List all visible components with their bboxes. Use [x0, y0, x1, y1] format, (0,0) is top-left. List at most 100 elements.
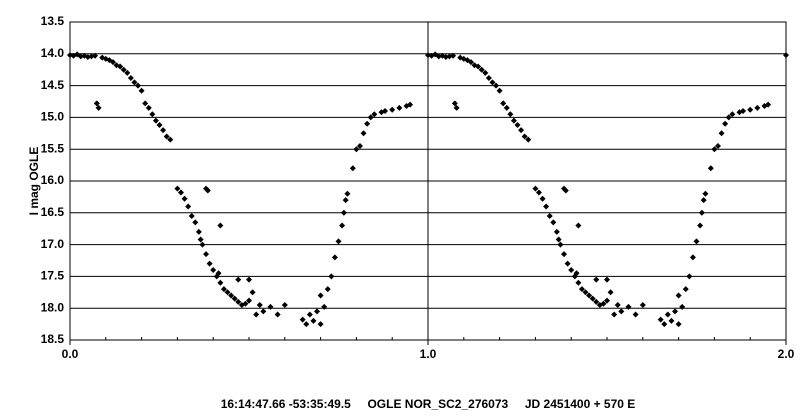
data-point	[561, 251, 568, 258]
data-point	[711, 146, 718, 153]
data-point	[718, 130, 725, 137]
data-point	[217, 279, 224, 286]
data-point	[371, 111, 378, 118]
data-point	[765, 101, 772, 108]
y-tick-label: 18.0	[41, 300, 65, 314]
data-point	[192, 219, 199, 226]
data-point	[532, 185, 539, 192]
data-point	[575, 279, 582, 286]
data-point	[700, 197, 707, 204]
data-point	[310, 317, 317, 324]
data-point	[152, 117, 159, 124]
y-tick-label: 14.5	[41, 78, 65, 92]
data-point	[679, 303, 686, 310]
y-axis-label: I mag OGLE	[27, 147, 41, 216]
data-point	[729, 111, 736, 118]
data-point	[500, 100, 507, 107]
data-point	[518, 127, 525, 134]
data-point	[353, 146, 360, 153]
data-point	[550, 219, 557, 226]
data-point	[697, 222, 704, 229]
data-point	[224, 289, 231, 296]
data-point	[163, 133, 170, 140]
data-point	[228, 292, 235, 299]
data-point	[618, 308, 625, 315]
data-point	[131, 79, 138, 86]
data-point	[120, 66, 127, 73]
data-point	[145, 104, 152, 111]
data-point	[328, 273, 335, 280]
data-point	[467, 59, 474, 66]
data-point	[586, 292, 593, 299]
data-point	[593, 298, 600, 305]
data-point	[489, 79, 496, 86]
data-point	[195, 228, 202, 235]
data-point	[539, 195, 546, 202]
data-point	[364, 120, 371, 127]
data-point	[675, 321, 682, 328]
data-point	[507, 111, 514, 118]
data-point	[93, 100, 100, 107]
data-point	[493, 82, 500, 89]
data-point	[335, 238, 342, 245]
y-tick-label: 15.0	[41, 110, 65, 124]
data-point	[686, 273, 693, 280]
data-point	[702, 190, 709, 197]
data-point	[135, 82, 142, 89]
data-point	[604, 297, 610, 304]
data-point	[573, 270, 580, 277]
data-point	[342, 197, 349, 204]
y-tick-label: 15.5	[41, 141, 65, 155]
y-tick-label: 16.5	[41, 205, 65, 219]
data-point	[185, 203, 192, 210]
data-point	[555, 236, 562, 243]
data-point	[614, 302, 621, 309]
data-point	[340, 209, 347, 216]
data-point	[698, 209, 705, 216]
data-point	[95, 104, 102, 111]
data-point	[149, 111, 156, 118]
data-point	[235, 276, 242, 283]
data-point	[396, 104, 403, 111]
data-point	[382, 108, 389, 115]
data-point	[167, 136, 174, 143]
data-point	[783, 52, 789, 59]
data-point	[204, 187, 211, 194]
y-tick-label: 18.5	[41, 332, 65, 346]
data-point	[360, 130, 367, 137]
data-point	[253, 311, 260, 318]
y-tick-label: 14.0	[41, 46, 65, 60]
data-point	[124, 69, 131, 76]
chart-title: 16:14:47.66 -53:35:49.5 OGLE NOR_SC2_276…	[221, 397, 636, 411]
data-point	[249, 289, 256, 296]
data-point	[306, 311, 313, 318]
data-point	[181, 195, 188, 202]
x-tick-label: 0.0	[62, 347, 79, 361]
data-point	[127, 74, 134, 81]
data-point	[714, 143, 721, 150]
data-point	[740, 108, 747, 115]
data-point	[707, 165, 714, 172]
data-point	[331, 254, 338, 261]
y-tick-label: 16.0	[41, 173, 65, 187]
data-point	[672, 308, 679, 315]
data-point	[625, 303, 632, 310]
data-point	[274, 311, 281, 318]
data-point	[324, 286, 331, 293]
data-point	[349, 165, 356, 172]
data-point	[242, 300, 249, 307]
data-point	[389, 106, 396, 113]
data-point	[557, 241, 564, 248]
data-point	[632, 311, 639, 318]
data-point	[217, 222, 224, 229]
data-point	[589, 295, 596, 302]
data-point	[199, 241, 206, 248]
data-point	[407, 101, 414, 108]
data-point	[453, 104, 460, 111]
data-point	[317, 321, 324, 328]
data-point	[321, 303, 328, 310]
data-point	[722, 120, 729, 127]
data-point	[142, 100, 149, 107]
data-point	[177, 189, 184, 196]
